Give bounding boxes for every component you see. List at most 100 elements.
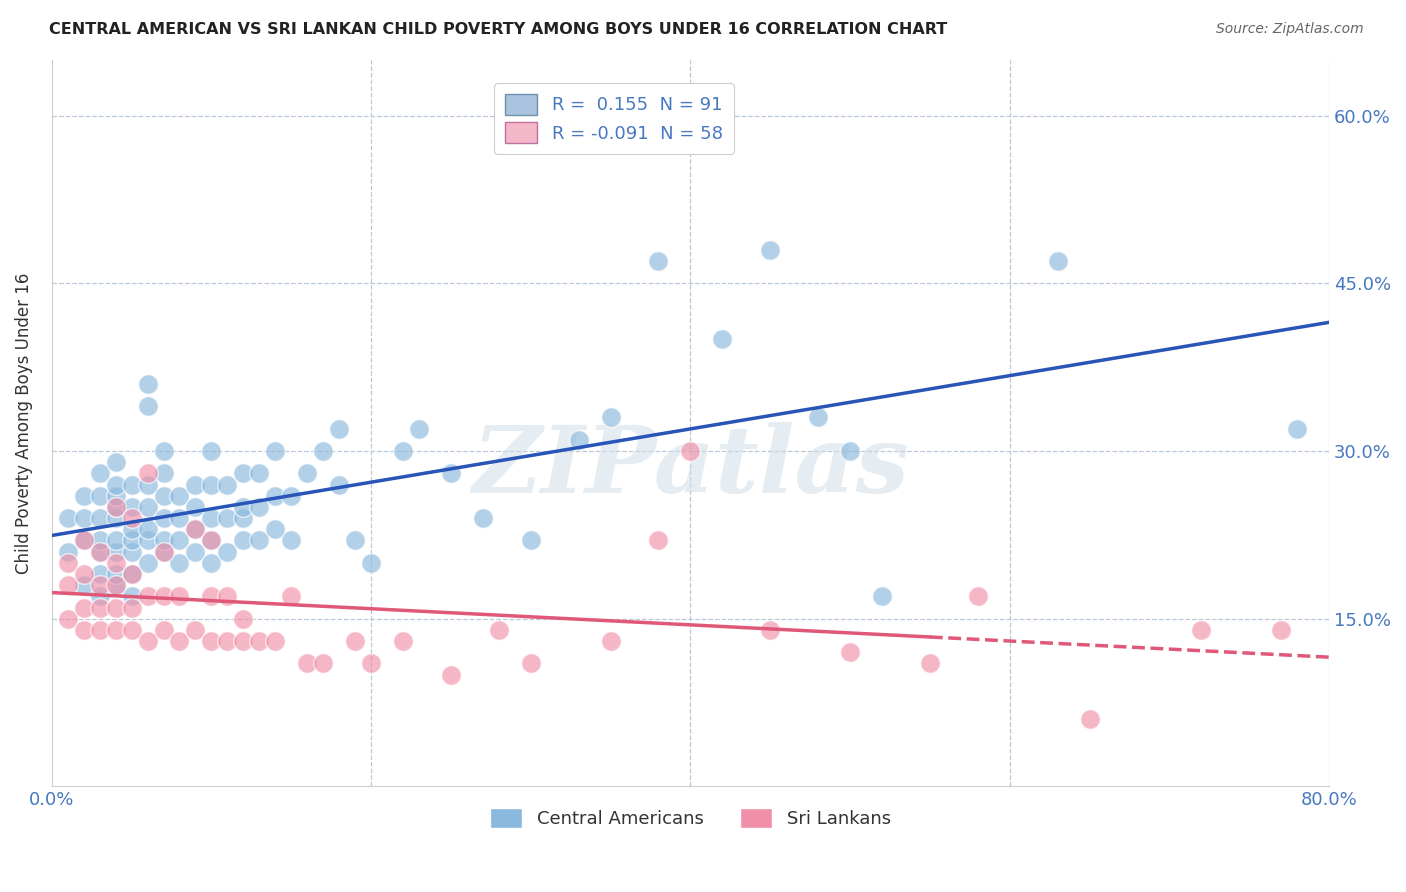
Point	[679, 444, 702, 458]
Point	[344, 634, 367, 648]
Point	[89, 544, 111, 558]
Point	[247, 500, 270, 514]
Point	[217, 544, 239, 558]
Point	[169, 533, 191, 548]
Point	[1286, 422, 1309, 436]
Point	[217, 511, 239, 525]
Point	[232, 511, 254, 525]
Point	[136, 477, 159, 491]
Point	[918, 657, 941, 671]
Point	[264, 489, 287, 503]
Point	[89, 544, 111, 558]
Point	[104, 489, 127, 503]
Point	[488, 623, 510, 637]
Point	[280, 590, 302, 604]
Point	[247, 634, 270, 648]
Point	[152, 544, 174, 558]
Point	[152, 623, 174, 637]
Point	[56, 511, 79, 525]
Point	[280, 533, 302, 548]
Point	[136, 556, 159, 570]
Point	[312, 444, 335, 458]
Text: Source: ZipAtlas.com: Source: ZipAtlas.com	[1216, 22, 1364, 37]
Text: CENTRAL AMERICAN VS SRI LANKAN CHILD POVERTY AMONG BOYS UNDER 16 CORRELATION CHA: CENTRAL AMERICAN VS SRI LANKAN CHILD POV…	[49, 22, 948, 37]
Point	[217, 634, 239, 648]
Point	[264, 522, 287, 536]
Point	[647, 533, 669, 548]
Point	[280, 489, 302, 503]
Point	[104, 623, 127, 637]
Point	[73, 600, 96, 615]
Point	[312, 657, 335, 671]
Point	[136, 467, 159, 481]
Point	[73, 578, 96, 592]
Point	[184, 522, 207, 536]
Point	[136, 634, 159, 648]
Point	[104, 567, 127, 582]
Point	[807, 410, 830, 425]
Point	[56, 578, 79, 592]
Point	[89, 567, 111, 582]
Point	[200, 533, 222, 548]
Point	[200, 444, 222, 458]
Point	[519, 533, 541, 548]
Point	[1078, 712, 1101, 726]
Point	[136, 376, 159, 391]
Point	[73, 533, 96, 548]
Point	[360, 657, 382, 671]
Point	[599, 410, 621, 425]
Point	[200, 511, 222, 525]
Point	[295, 467, 318, 481]
Point	[104, 533, 127, 548]
Point	[440, 467, 463, 481]
Point	[121, 590, 143, 604]
Point	[121, 533, 143, 548]
Point	[152, 511, 174, 525]
Point	[200, 533, 222, 548]
Point	[471, 511, 494, 525]
Point	[121, 500, 143, 514]
Point	[328, 422, 350, 436]
Point	[217, 590, 239, 604]
Point	[200, 556, 222, 570]
Point	[200, 634, 222, 648]
Point	[759, 243, 782, 257]
Point	[232, 500, 254, 514]
Point	[392, 444, 415, 458]
Point	[217, 477, 239, 491]
Point	[104, 544, 127, 558]
Point	[232, 634, 254, 648]
Point	[966, 590, 988, 604]
Point	[89, 578, 111, 592]
Text: ZIPatlas: ZIPatlas	[472, 422, 908, 512]
Point	[73, 567, 96, 582]
Point	[344, 533, 367, 548]
Point	[136, 522, 159, 536]
Point	[1270, 623, 1292, 637]
Point	[519, 657, 541, 671]
Point	[1046, 253, 1069, 268]
Point	[152, 467, 174, 481]
Point	[152, 544, 174, 558]
Point	[328, 477, 350, 491]
Point	[169, 590, 191, 604]
Point	[136, 590, 159, 604]
Point	[232, 467, 254, 481]
Legend: Central Americans, Sri Lankans: Central Americans, Sri Lankans	[482, 800, 898, 836]
Point	[121, 623, 143, 637]
Point	[136, 533, 159, 548]
Point	[136, 500, 159, 514]
Point	[169, 489, 191, 503]
Point	[73, 511, 96, 525]
Y-axis label: Child Poverty Among Boys Under 16: Child Poverty Among Boys Under 16	[15, 272, 32, 574]
Point	[104, 578, 127, 592]
Point	[89, 489, 111, 503]
Point	[568, 433, 591, 447]
Point	[56, 612, 79, 626]
Point	[295, 657, 318, 671]
Point	[104, 600, 127, 615]
Point	[184, 522, 207, 536]
Point	[247, 467, 270, 481]
Point	[169, 556, 191, 570]
Point	[152, 590, 174, 604]
